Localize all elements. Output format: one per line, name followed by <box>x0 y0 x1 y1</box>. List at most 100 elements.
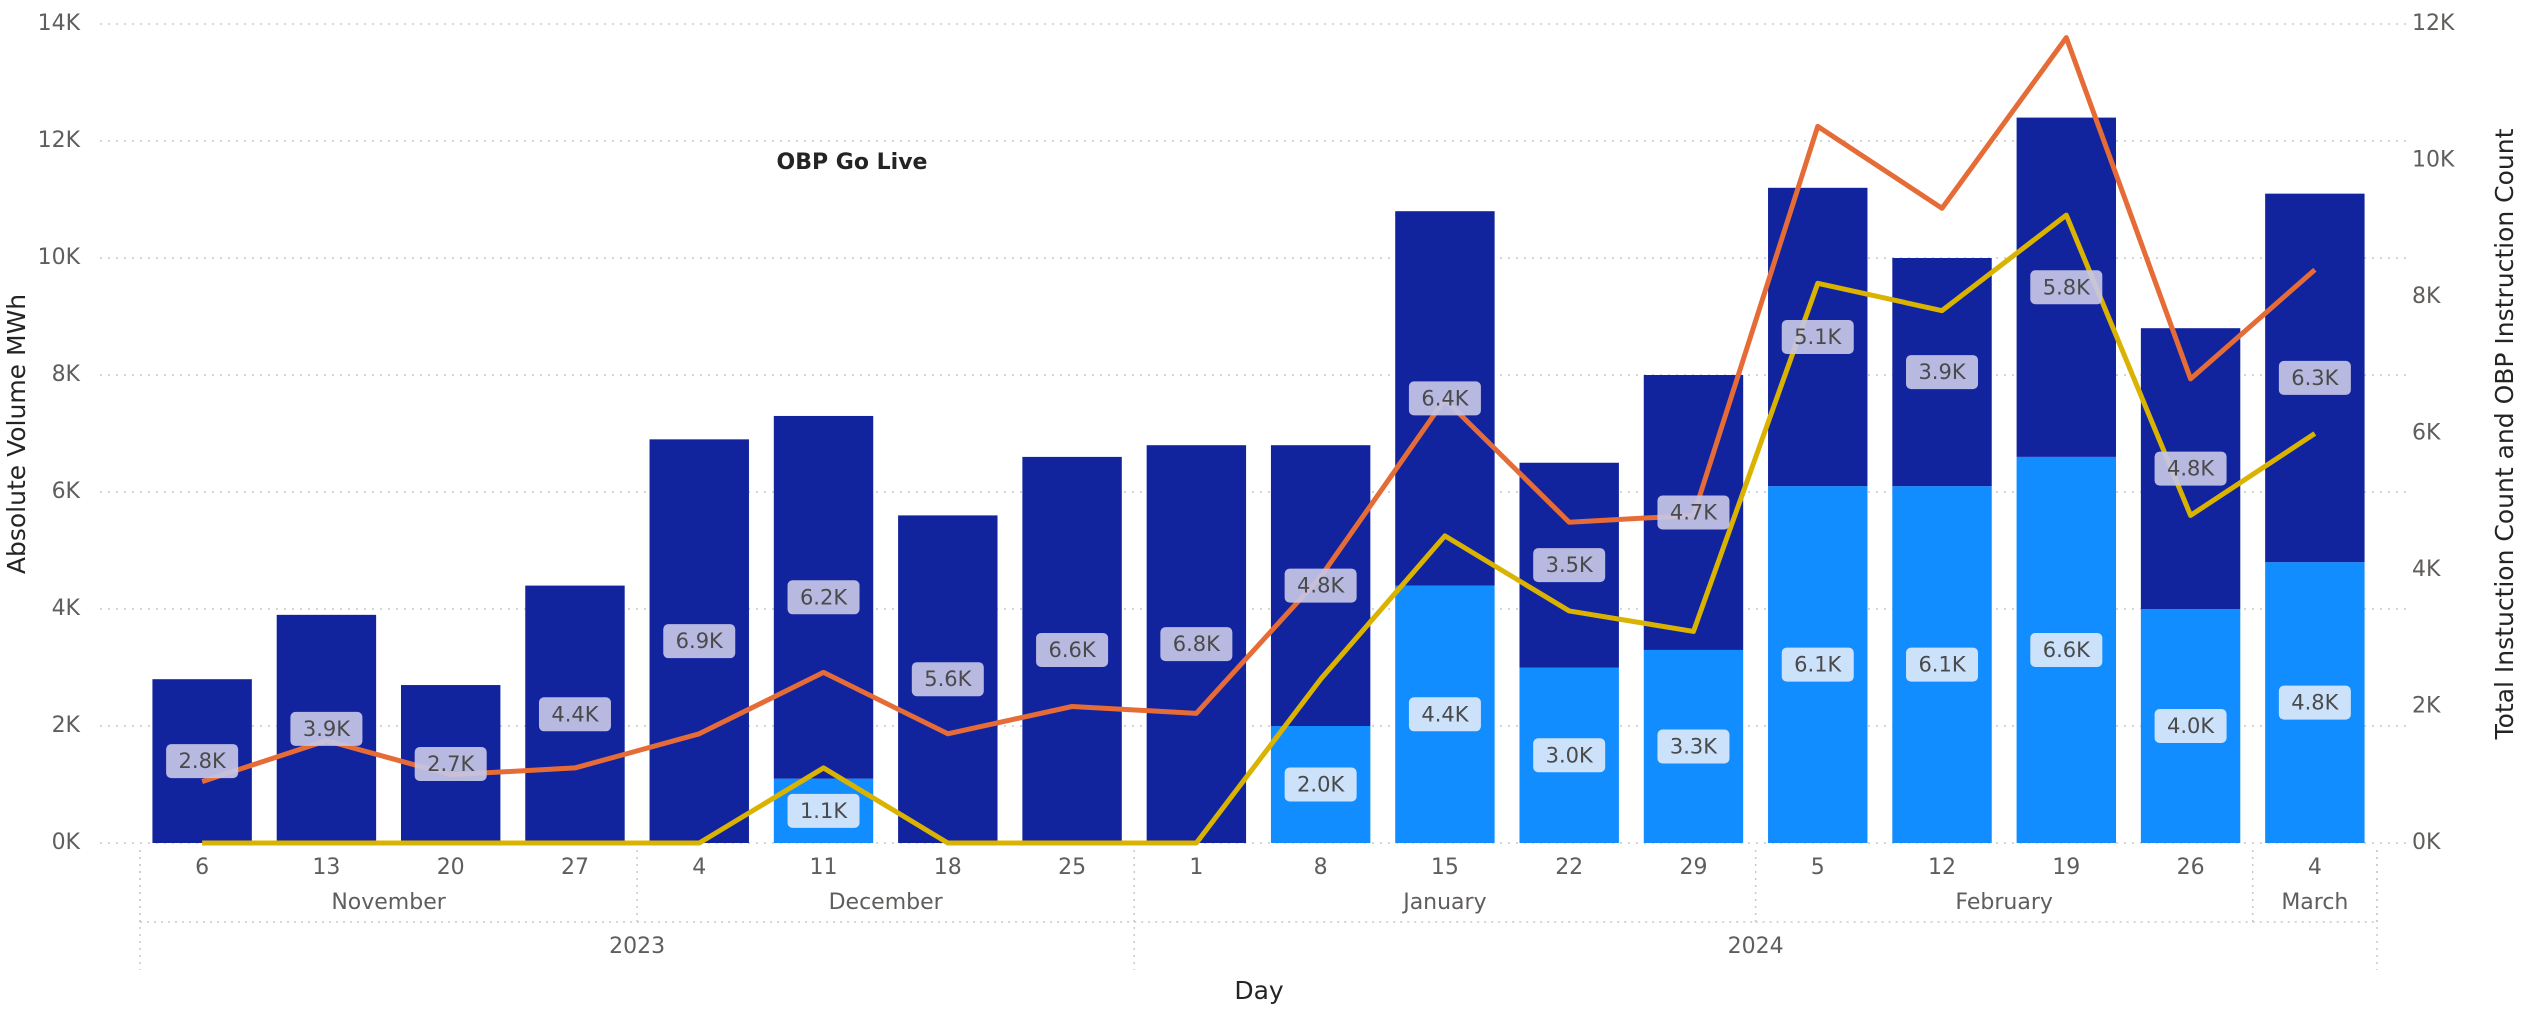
month-label: February <box>1955 890 2053 915</box>
data-label-box <box>1408 697 1481 732</box>
data-label: 6.9K <box>663 624 736 659</box>
data-label: 3.9K <box>1906 355 1979 390</box>
x-tick-label: 8 <box>1314 855 1328 880</box>
line <box>202 212 2317 846</box>
x-tick-label: 26 <box>2177 855 2205 880</box>
x-tick-label: 4 <box>692 855 706 880</box>
data-label-text: 3.5K <box>1546 553 1594 577</box>
data-label-text: 6.8K <box>1173 632 1221 656</box>
month-label: December <box>829 890 944 915</box>
x-tick-label: 15 <box>1431 855 1459 880</box>
data-label-box <box>787 793 860 828</box>
data-label: 6.8K <box>1160 627 1233 662</box>
data-label: 3.5K <box>1533 548 1606 583</box>
data-label-text: 6.6K <box>2043 638 2091 662</box>
x-tick-label: 6 <box>195 855 209 880</box>
data-label-box <box>1284 767 1357 802</box>
x-tick-label: 18 <box>934 855 962 880</box>
y2-tick-label: 10K <box>2412 148 2455 173</box>
data-label-box <box>1533 738 1606 773</box>
data-label: 6.1K <box>1781 647 1854 682</box>
x-tick-label: 1 <box>1189 855 1203 880</box>
data-label: 2.0K <box>1284 767 1357 802</box>
data-label: 2.8K <box>166 744 239 779</box>
data-label: 4.8K <box>2154 451 2227 486</box>
y-tick-label: 0K <box>52 830 81 855</box>
data-label-box <box>1781 647 1854 682</box>
data-label-text: 5.1K <box>1794 325 1842 349</box>
data-label-box <box>1533 548 1606 583</box>
data-label-text: 2.0K <box>1297 773 1345 797</box>
data-label-box <box>2278 685 2351 720</box>
data-label-box <box>2154 709 2227 743</box>
data-label-box <box>1906 355 1979 390</box>
x-tick-label: 22 <box>1555 855 1583 880</box>
y-tick-label: 12K <box>38 128 81 153</box>
data-label-text: 4.8K <box>1297 574 1345 598</box>
data-label-box <box>1781 319 1854 354</box>
y2-tick-label: 4K <box>2412 557 2441 582</box>
data-label: 4.4K <box>538 697 611 732</box>
data-label-box <box>166 744 239 779</box>
data-label-text: 3.9K <box>303 717 351 741</box>
y-axis-title: Absolute Volume MWh <box>2 294 31 574</box>
data-label-text: 4.4K <box>551 702 599 726</box>
year-label: 2024 <box>1728 934 1784 959</box>
data-label: 6.3K <box>2278 360 2351 395</box>
data-label: 6.4K <box>1408 381 1481 416</box>
data-label: 6.6K <box>2030 632 2103 667</box>
data-label-box <box>2030 270 2103 305</box>
y-tick-label: 2K <box>52 713 81 738</box>
data-label-box <box>1657 495 1730 530</box>
data-label: 5.8K <box>2030 270 2103 305</box>
data-label-box <box>2278 360 2351 395</box>
data-label: 4.4K <box>1408 697 1481 732</box>
data-label-text: 6.2K <box>800 585 848 609</box>
line <box>201 35 2317 784</box>
data-label-text: 5.6K <box>924 667 972 691</box>
data-label: 1.1K <box>787 793 860 828</box>
data-label-text: 4.0K <box>2167 714 2215 738</box>
month-label: March <box>2281 890 2348 915</box>
x-tick-label: 5 <box>1811 855 1825 880</box>
data-label-box <box>787 580 860 615</box>
x-tick-label: 27 <box>561 855 589 880</box>
data-label-text: 6.9K <box>676 629 724 653</box>
data-label-text: 4.8K <box>2291 691 2339 715</box>
data-label: 4.7K <box>1657 495 1730 530</box>
data-label-text: 5.8K <box>2043 275 2091 299</box>
data-label-box <box>1036 632 1109 667</box>
y2-axis-title: Total Instuction Count and OBP Instructi… <box>2490 128 2519 740</box>
year-label: 2023 <box>609 934 665 959</box>
x-tick-label: 4 <box>2308 855 2322 880</box>
data-label-box <box>1906 647 1979 682</box>
data-label: 5.6K <box>911 662 984 697</box>
data-label-box <box>414 747 487 782</box>
data-label-text: 4.8K <box>2167 457 2215 481</box>
data-label-text: 6.1K <box>1794 653 1842 677</box>
data-label-text: 2.8K <box>179 749 227 773</box>
data-label-text: 6.3K <box>2291 366 2339 390</box>
data-label-box <box>2154 451 2227 486</box>
data-label: 6.1K <box>1906 647 1979 682</box>
y2-tick-label: 8K <box>2412 284 2441 309</box>
data-label: 4.8K <box>2278 685 2351 720</box>
data-label-text: 3.9K <box>1918 360 1966 384</box>
data-label: 5.1K <box>1781 319 1854 354</box>
x-tick-label: 19 <box>2052 855 2080 880</box>
data-label-text: 6.1K <box>1918 653 1966 677</box>
y-tick-label: 6K <box>52 479 81 504</box>
month-label: November <box>331 890 446 915</box>
data-label: 6.2K <box>787 580 860 615</box>
data-label-text: 3.0K <box>1546 743 1594 767</box>
y-tick-label: 8K <box>52 362 81 387</box>
data-label-text: 3.3K <box>1670 734 1718 758</box>
x-tick-label: 11 <box>810 855 838 880</box>
data-label-box <box>1408 381 1481 416</box>
y2-tick-label: 6K <box>2412 421 2441 446</box>
data-label-box <box>538 697 611 732</box>
y2-tick-label: 2K <box>2412 694 2441 719</box>
y2-tick-label: 0K <box>2412 830 2441 855</box>
month-label: January <box>1401 890 1486 915</box>
